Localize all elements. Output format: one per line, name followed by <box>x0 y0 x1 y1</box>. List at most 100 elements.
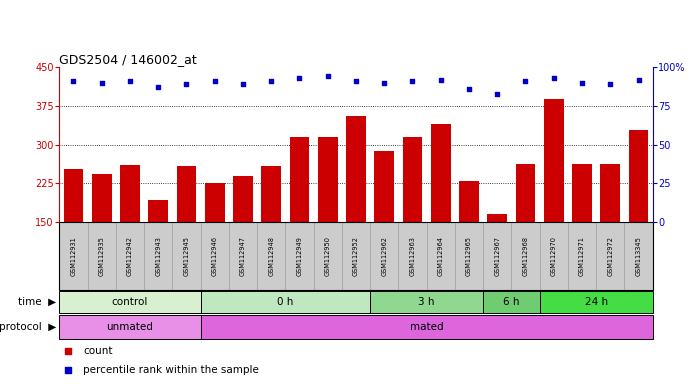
FancyBboxPatch shape <box>200 222 229 290</box>
Bar <box>290 137 309 222</box>
Point <box>378 79 389 86</box>
FancyBboxPatch shape <box>540 291 653 313</box>
Text: GSM112965: GSM112965 <box>466 236 472 276</box>
FancyBboxPatch shape <box>342 222 370 290</box>
Text: percentile rank within the sample: percentile rank within the sample <box>83 365 259 375</box>
FancyBboxPatch shape <box>200 316 653 339</box>
Bar <box>205 184 225 222</box>
Bar <box>516 164 535 222</box>
Text: mated: mated <box>410 322 443 332</box>
Text: GSM112948: GSM112948 <box>268 236 274 276</box>
FancyBboxPatch shape <box>568 222 596 290</box>
Text: GSM112946: GSM112946 <box>211 236 218 276</box>
Text: GSM112935: GSM112935 <box>98 236 105 276</box>
FancyBboxPatch shape <box>483 222 512 290</box>
FancyBboxPatch shape <box>144 222 172 290</box>
FancyBboxPatch shape <box>370 222 399 290</box>
FancyBboxPatch shape <box>455 222 483 290</box>
Text: GSM112950: GSM112950 <box>325 236 331 276</box>
FancyBboxPatch shape <box>370 291 483 313</box>
Point <box>266 78 277 84</box>
Text: GSM112970: GSM112970 <box>551 236 557 276</box>
Bar <box>177 166 196 222</box>
Text: 3 h: 3 h <box>418 297 435 307</box>
Bar <box>346 116 366 222</box>
FancyBboxPatch shape <box>200 291 370 313</box>
Bar <box>600 164 620 222</box>
Point <box>350 78 362 84</box>
Point <box>294 75 305 81</box>
Bar <box>572 164 592 222</box>
Text: control: control <box>112 297 148 307</box>
Bar <box>148 200 168 222</box>
FancyBboxPatch shape <box>483 291 540 313</box>
Point <box>435 76 446 83</box>
Text: GSM112967: GSM112967 <box>494 236 500 276</box>
FancyBboxPatch shape <box>229 222 257 290</box>
Text: GSM112962: GSM112962 <box>381 236 387 276</box>
Text: unmated: unmated <box>107 322 154 332</box>
FancyBboxPatch shape <box>399 222 426 290</box>
Text: GDS2504 / 146002_at: GDS2504 / 146002_at <box>59 53 197 66</box>
Text: GSM112952: GSM112952 <box>353 236 359 276</box>
Point <box>520 78 531 84</box>
Point <box>124 78 135 84</box>
Point <box>463 86 475 92</box>
Text: time  ▶: time ▶ <box>17 297 56 307</box>
Bar <box>544 99 563 222</box>
Point <box>63 348 74 354</box>
Point <box>407 78 418 84</box>
Point <box>96 79 107 86</box>
FancyBboxPatch shape <box>172 222 200 290</box>
Point <box>548 75 559 81</box>
Bar <box>374 151 394 222</box>
Text: GSM112972: GSM112972 <box>607 236 614 276</box>
FancyBboxPatch shape <box>59 316 200 339</box>
Point <box>209 78 221 84</box>
FancyBboxPatch shape <box>596 222 625 290</box>
Text: GSM112942: GSM112942 <box>127 236 133 276</box>
Text: GSM112931: GSM112931 <box>70 236 77 276</box>
Bar <box>318 137 338 222</box>
Bar <box>403 137 422 222</box>
Bar <box>64 169 83 222</box>
FancyBboxPatch shape <box>116 222 144 290</box>
Text: GSM113345: GSM113345 <box>635 236 641 276</box>
FancyBboxPatch shape <box>59 222 87 290</box>
Bar <box>487 214 507 222</box>
Text: GSM112945: GSM112945 <box>184 236 189 276</box>
FancyBboxPatch shape <box>87 222 116 290</box>
Text: GSM112947: GSM112947 <box>240 236 246 276</box>
Text: GSM112963: GSM112963 <box>410 236 415 276</box>
Text: GSM112943: GSM112943 <box>155 236 161 276</box>
Point <box>63 367 74 373</box>
Bar <box>92 174 112 222</box>
FancyBboxPatch shape <box>285 222 313 290</box>
Bar <box>233 175 253 222</box>
Point <box>491 91 503 97</box>
Text: protocol  ▶: protocol ▶ <box>0 322 56 332</box>
FancyBboxPatch shape <box>313 222 342 290</box>
Bar <box>629 130 648 222</box>
Point <box>181 81 192 87</box>
Text: GSM112968: GSM112968 <box>523 236 528 276</box>
Text: 6 h: 6 h <box>503 297 519 307</box>
Point <box>604 81 616 87</box>
FancyBboxPatch shape <box>512 222 540 290</box>
FancyBboxPatch shape <box>625 222 653 290</box>
Point <box>633 76 644 83</box>
Bar <box>431 124 451 222</box>
Bar <box>261 166 281 222</box>
Text: GSM112949: GSM112949 <box>297 236 302 276</box>
FancyBboxPatch shape <box>59 291 200 313</box>
Point <box>577 79 588 86</box>
Bar <box>459 181 479 222</box>
Point <box>153 84 164 90</box>
Text: count: count <box>83 346 112 356</box>
FancyBboxPatch shape <box>540 222 568 290</box>
Point <box>68 78 79 84</box>
Text: 0 h: 0 h <box>277 297 294 307</box>
Point <box>322 73 334 79</box>
Point <box>237 81 248 87</box>
Text: 24 h: 24 h <box>584 297 608 307</box>
